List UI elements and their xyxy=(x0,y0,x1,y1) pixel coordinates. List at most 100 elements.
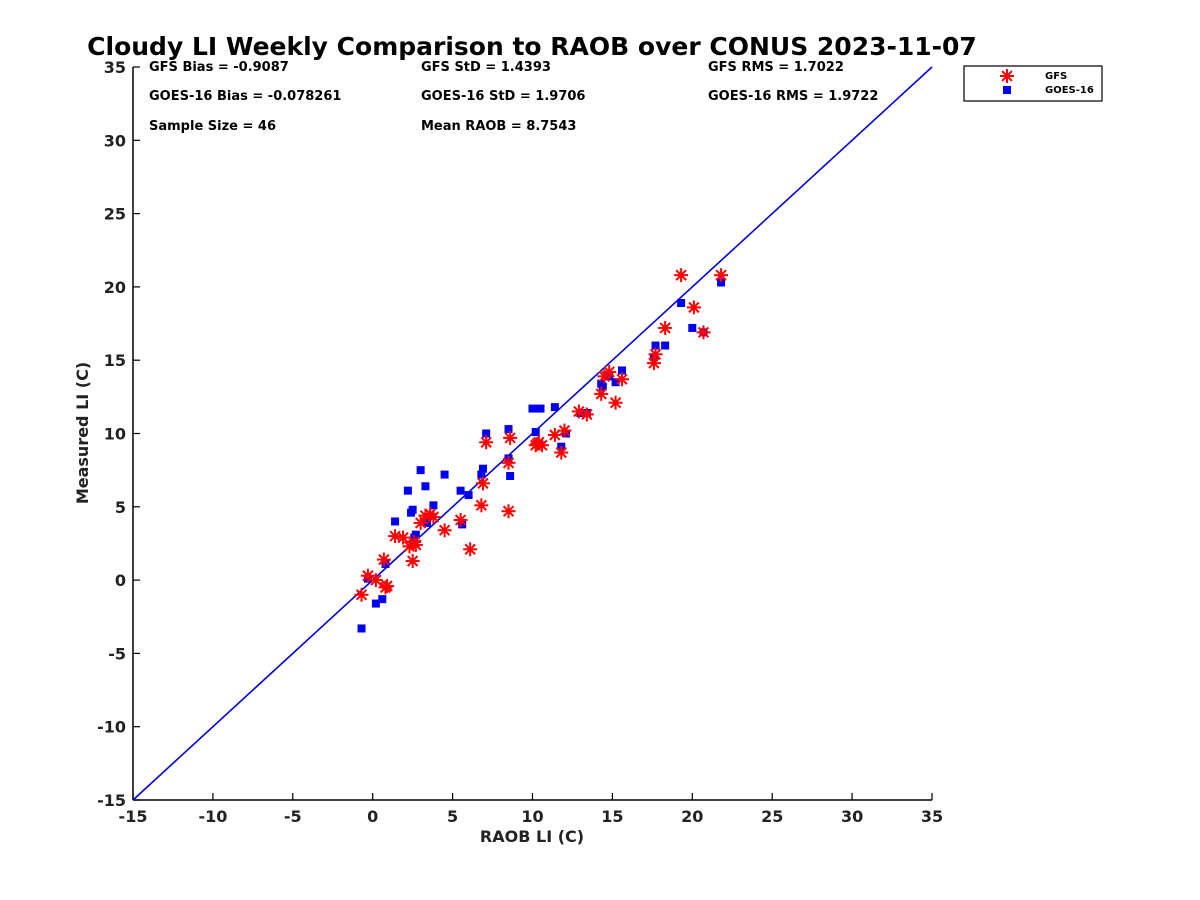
gfs-point xyxy=(475,476,490,491)
goes16-point xyxy=(403,486,412,495)
goes16-point xyxy=(717,278,726,287)
gfs-point xyxy=(380,578,395,593)
stat-text: GFS RMS = 1.7022 xyxy=(708,60,844,75)
legend: GFS GOES-16 xyxy=(963,65,1103,102)
goes16-point xyxy=(357,624,366,633)
y-tick-label: -10 xyxy=(97,718,126,737)
goes16-point xyxy=(378,595,387,604)
gfs-point xyxy=(396,530,411,545)
chart-title: Cloudy LI Weekly Comparison to RAOB over… xyxy=(87,32,977,61)
x-tick-label: 35 xyxy=(921,807,943,826)
goes16-point xyxy=(391,517,400,526)
stat-text: GOES-16 Bias = -0.078261 xyxy=(149,89,341,104)
goes16-point xyxy=(688,323,697,332)
goes16-point xyxy=(478,464,487,473)
goes16-point xyxy=(440,470,449,479)
gfs-point xyxy=(501,504,516,519)
goes16-point xyxy=(677,299,686,308)
gfs-point xyxy=(646,356,661,371)
x-tick-label: 20 xyxy=(681,807,703,826)
y-tick-label: 10 xyxy=(104,425,126,444)
x-tick-label: -5 xyxy=(284,807,302,826)
goes16-point xyxy=(598,382,607,391)
x-tick-label: -15 xyxy=(119,807,148,826)
goes16-point xyxy=(408,505,417,514)
gfs-point xyxy=(714,268,729,283)
y-tick-label: 15 xyxy=(104,351,126,370)
x-tick-label: -10 xyxy=(198,807,227,826)
gfs-point xyxy=(648,347,663,362)
goes16-point xyxy=(611,378,620,387)
gfs-point xyxy=(368,573,383,588)
y-tick-label: 25 xyxy=(104,205,126,224)
gfs-point xyxy=(594,386,609,401)
goes16-point xyxy=(458,520,467,529)
x-tick-label: 25 xyxy=(761,807,783,826)
legend-goes16-marker xyxy=(1003,86,1011,94)
gfs-point xyxy=(503,430,518,445)
x-tick-label: 30 xyxy=(841,807,863,826)
goes16-point xyxy=(536,404,545,413)
gfs-point xyxy=(531,435,546,450)
goes16-point xyxy=(550,403,559,412)
gfs-point xyxy=(501,455,516,470)
stat-text: Sample Size = 46 xyxy=(149,119,276,134)
goes16-point xyxy=(416,466,425,475)
gfs-point xyxy=(602,364,617,379)
gfs-point xyxy=(557,423,572,438)
gfs-point xyxy=(437,523,452,538)
gfs-point xyxy=(354,587,369,602)
stats-block: GFS Bias = -0.9087 GFS StD = 1.4393 GFS RM… xyxy=(149,60,878,134)
goes16-point xyxy=(464,491,473,500)
gfs-point xyxy=(463,542,478,557)
y-tick-label: -15 xyxy=(97,791,126,810)
gfs-point xyxy=(674,268,689,283)
y-tick-label: 20 xyxy=(104,278,126,297)
stat-text: GOES-16 RMS = 1.9722 xyxy=(708,89,878,104)
gfs-point xyxy=(696,325,711,340)
goes16-point xyxy=(506,472,515,481)
x-tick-label: 0 xyxy=(367,807,378,826)
x-axis-label: RAOB LI (C) xyxy=(480,827,584,846)
y-tick-label: -5 xyxy=(108,644,126,663)
gfs-point xyxy=(614,372,629,387)
y-axis-label: Measured LI (C) xyxy=(73,362,92,504)
gfs-point xyxy=(405,554,420,569)
goes16-point xyxy=(456,486,465,495)
stat-text: GFS Bias = -0.9087 xyxy=(149,60,289,75)
stat-text: GFS StD = 1.4393 xyxy=(421,60,551,75)
goes16-point xyxy=(371,599,380,608)
y-tick-label: 30 xyxy=(104,131,126,150)
stat-text: GOES-16 StD = 1.9706 xyxy=(421,89,585,104)
gfs-point xyxy=(658,320,673,335)
gfs-point xyxy=(686,300,701,315)
goes16-point xyxy=(429,501,438,510)
goes16-point xyxy=(661,341,670,350)
x-tick-label: 10 xyxy=(521,807,543,826)
goes16-point xyxy=(482,429,491,438)
gfs-point xyxy=(479,435,494,450)
gfs-point xyxy=(608,395,623,410)
goes16-point xyxy=(411,530,420,539)
y-tick-label: 5 xyxy=(115,498,126,517)
goes16-point xyxy=(477,470,486,479)
goes16-point xyxy=(381,559,390,568)
legend-goes16-label: GOES-16 xyxy=(1045,85,1094,96)
y-tick-label: 0 xyxy=(115,571,126,590)
axis-ticks: -15 -10 -5 0 5 10 15 20 25 30 35 -15 -10 -5 0 5 10 15 20 25… xyxy=(97,58,943,826)
legend-gfs-label: GFS xyxy=(1045,71,1067,82)
legend-box xyxy=(963,65,1103,102)
goes16-point xyxy=(504,425,513,434)
gfs-point xyxy=(453,512,468,527)
legend-gfs-marker xyxy=(1000,69,1014,83)
gfs-point xyxy=(554,445,569,460)
goes16-point xyxy=(528,404,537,413)
gfs-point xyxy=(376,552,391,567)
goes16-point xyxy=(531,428,540,437)
goes16-point xyxy=(421,482,430,491)
goes16-point xyxy=(617,366,626,375)
y-tick-label: 35 xyxy=(104,58,126,77)
stat-text: Mean RAOB = 8.7543 xyxy=(421,119,576,134)
gfs-point xyxy=(474,498,489,513)
